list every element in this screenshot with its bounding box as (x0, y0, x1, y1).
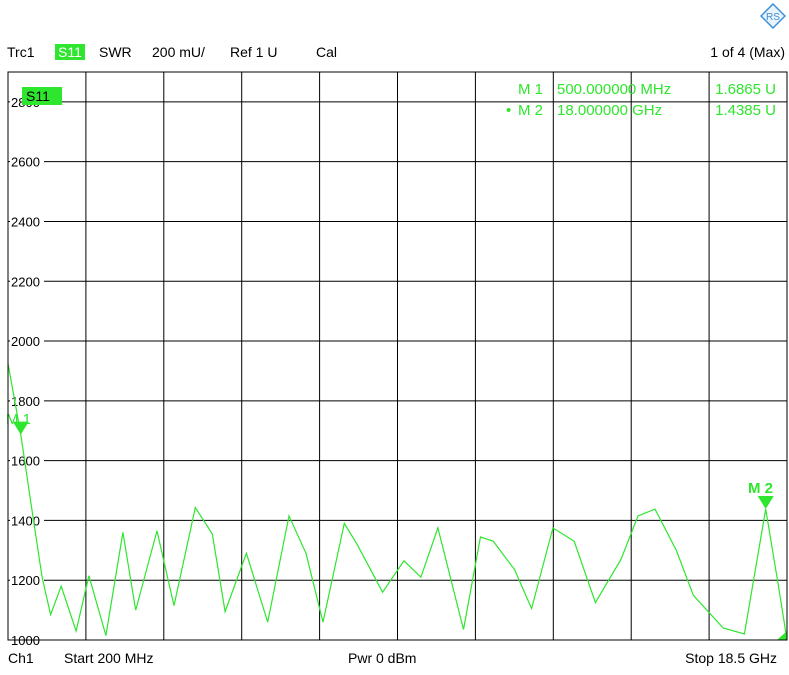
marker-1-label: M 1 (518, 81, 543, 98)
y-tick-label-bg (10, 453, 44, 468)
footer-stop: Stop 18.5 GHz (685, 650, 777, 666)
footer-power: Pwr 0 dBm (348, 650, 417, 666)
y-tick-label-bg (10, 513, 44, 528)
grid (8, 72, 787, 640)
header-page-indicator: 1 of 4 (Max) (710, 44, 785, 60)
y-tick-label-bg (10, 274, 44, 289)
rohde-schwarz-logo-icon: RS (760, 3, 786, 29)
marker-2-triangle (757, 496, 774, 510)
y-tick-label: 2200 (11, 274, 40, 289)
y-tick-label-bg (10, 154, 44, 169)
svg-text:RS: RS (766, 12, 780, 23)
markers: M 1 M 2 (6, 411, 787, 640)
y-tick-label: 1400 (11, 513, 40, 528)
y-tick-label: 2600 (11, 155, 40, 170)
trace-end-arrow (777, 631, 787, 640)
header-format: SWR (99, 44, 132, 60)
header-scale: 200 mU/ (152, 44, 205, 60)
y-tick-label-bg (10, 393, 44, 408)
footer-channel: Ch1 (8, 650, 34, 666)
y-tick-label: 1800 (11, 394, 40, 409)
y-tick-label-bg (10, 573, 44, 588)
marker-1-value: 1.6865 U (715, 81, 776, 98)
header-cal: Cal (316, 44, 338, 60)
y-tick-label: 2000 (11, 334, 40, 349)
marker-1-freq: 500.000000 MHz (557, 81, 671, 98)
header-param-badge: S11 (55, 44, 85, 60)
y-tick-label: 1200 (11, 573, 40, 588)
trace-badge: S11 (26, 88, 50, 104)
marker-2-value: 1.4385 U (715, 102, 776, 119)
y-tick-label: 2400 (11, 214, 40, 229)
marker-2-active-dot: • (506, 102, 511, 119)
trace-badge-bg (22, 87, 62, 105)
header-trace: Trc1 (7, 44, 35, 60)
plot-border (7, 71, 788, 641)
marker-2-plot-label: M 2 (748, 480, 773, 497)
marker-2-freq: 18.000000 GHz (557, 102, 662, 119)
marker-1-triangle (12, 421, 29, 435)
header-ref: Ref 1 U (230, 44, 278, 60)
y-tick-label-bg (10, 214, 44, 229)
marker-readout: M 1 500.000000 MHz 1.6865 U • M 2 18.000… (506, 81, 776, 119)
footer-start: Start 200 MHz (64, 650, 154, 666)
y-tick-label-bg (10, 334, 44, 349)
trace-line-s11 (7, 363, 788, 641)
y-tick-label: 1600 (11, 454, 40, 469)
marker-2-label: M 2 (518, 102, 543, 119)
marker-1-plot-label: M 1 (6, 411, 31, 428)
